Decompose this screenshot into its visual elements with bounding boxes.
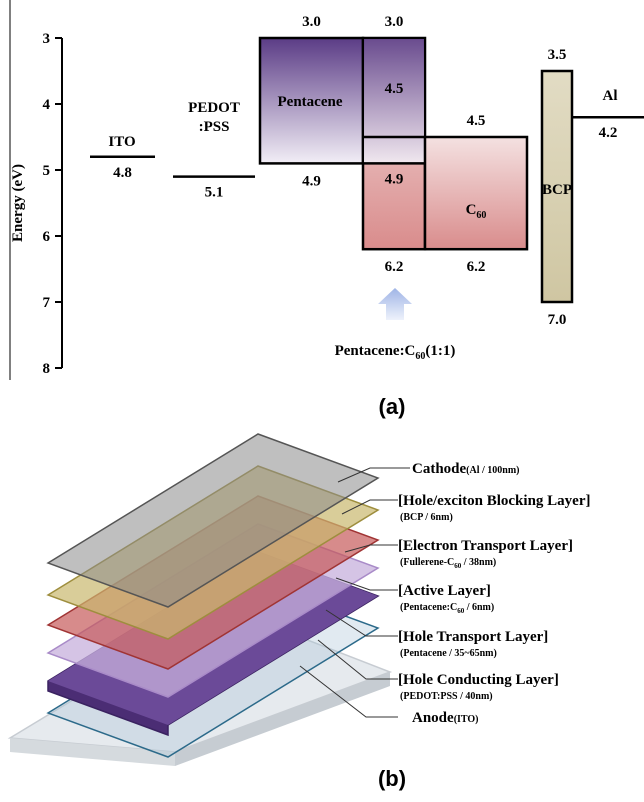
y-tick-label: 8 xyxy=(43,361,51,377)
layer-note: (ITO) xyxy=(454,714,479,725)
y-tick-label: 3 xyxy=(43,31,51,47)
layer-name: [Active Layer] xyxy=(398,583,491,599)
layer-note: (PEDOT:PSS / 40nm) xyxy=(400,691,493,702)
layer-labels: Cathode(Al / 100nm) [Hole/exciton Blockin… xyxy=(398,461,590,726)
layer-note: (Fullerene-C60 / 38nm) xyxy=(400,557,496,570)
layer-note: (PEDOT:PSS / 40nm) xyxy=(400,691,493,702)
arrow xyxy=(378,288,412,320)
layer-note: (Pentacene:C xyxy=(400,602,457,613)
level-value: 4.9 xyxy=(385,171,404,187)
layer-name: Cathode xyxy=(412,461,467,477)
level-value: 5.1 xyxy=(205,185,224,201)
layer-name: [Hole Transport Layer] xyxy=(398,629,548,645)
level-value: 3.5 xyxy=(548,47,567,63)
blend-label: Pentacene:C60(1:1) xyxy=(335,343,456,362)
level-name: PEDOT xyxy=(188,100,240,116)
layer-note: / 6nm) xyxy=(464,602,494,613)
caption: (b) xyxy=(378,766,406,791)
level-name: ITO xyxy=(108,134,135,150)
level-name: :PSS xyxy=(199,119,230,135)
level-value: 4.5 xyxy=(385,81,404,97)
layer-name: [Electron Transport Layer] xyxy=(398,538,573,554)
layer-note: (BCP / 6nm) xyxy=(400,512,453,523)
level-value: 4.9 xyxy=(302,173,321,189)
level-name: BCP xyxy=(542,182,572,198)
energy-band-overlay xyxy=(364,39,424,163)
layer-name: Anode xyxy=(412,710,454,726)
layer-name: [Active Layer] xyxy=(398,583,491,599)
level-value: 6.2 xyxy=(467,259,486,275)
layer-note: / 38nm) xyxy=(461,557,496,568)
layer-name: [Hole Transport Layer] xyxy=(398,629,548,645)
level-value: 4.2 xyxy=(599,125,618,141)
y-tick-label: 6 xyxy=(43,229,51,245)
layer-name: Cathode(Al / 100nm) xyxy=(412,461,520,477)
level-name: Pentacene xyxy=(278,94,343,110)
layer-name: [Hole Conducting Layer] xyxy=(398,672,559,688)
level-value: 6.2 xyxy=(385,259,404,275)
layer-note: (Fullerene-C xyxy=(400,557,454,568)
level-name: Al xyxy=(603,88,618,104)
layer-note: (Al / 100nm) xyxy=(466,465,519,476)
layer-name: [Hole/exciton Blocking Layer] xyxy=(398,493,590,509)
figure: Energy (eV) 3 4 5 6 7 8 4.8 5.1 3.0 4.9 4.5 4.9 3.0 6… xyxy=(0,0,644,802)
level-value: 7.0 xyxy=(548,312,567,328)
level-value: 4.5 xyxy=(467,113,486,129)
layer-name: Anode(ITO) xyxy=(412,710,479,726)
level-value: 4.8 xyxy=(113,165,132,181)
y-tick-label: 4 xyxy=(43,97,51,113)
y-axis-label: Energy (eV) xyxy=(10,164,26,242)
layer-note: (BCP / 6nm) xyxy=(400,512,453,523)
y-tick-label: 7 xyxy=(43,295,51,311)
device-stack xyxy=(10,434,390,766)
level-value: 3.0 xyxy=(385,14,404,30)
layer-note: (Pentacene / 35~65nm) xyxy=(400,648,497,659)
caption: (a) xyxy=(379,394,406,419)
layer-name: [Electron Transport Layer] xyxy=(398,538,573,554)
layer-note: (Pentacene / 35~65nm) xyxy=(400,648,497,659)
layer-name: [Hole Conducting Layer] xyxy=(398,672,559,688)
level-value: 3.0 xyxy=(302,14,321,30)
y-tick-label: 5 xyxy=(43,163,51,179)
layer-note: (Pentacene:C60 / 6nm) xyxy=(400,602,494,615)
energy-band xyxy=(425,137,527,249)
layer-name: [Hole/exciton Blocking Layer] xyxy=(398,493,590,509)
